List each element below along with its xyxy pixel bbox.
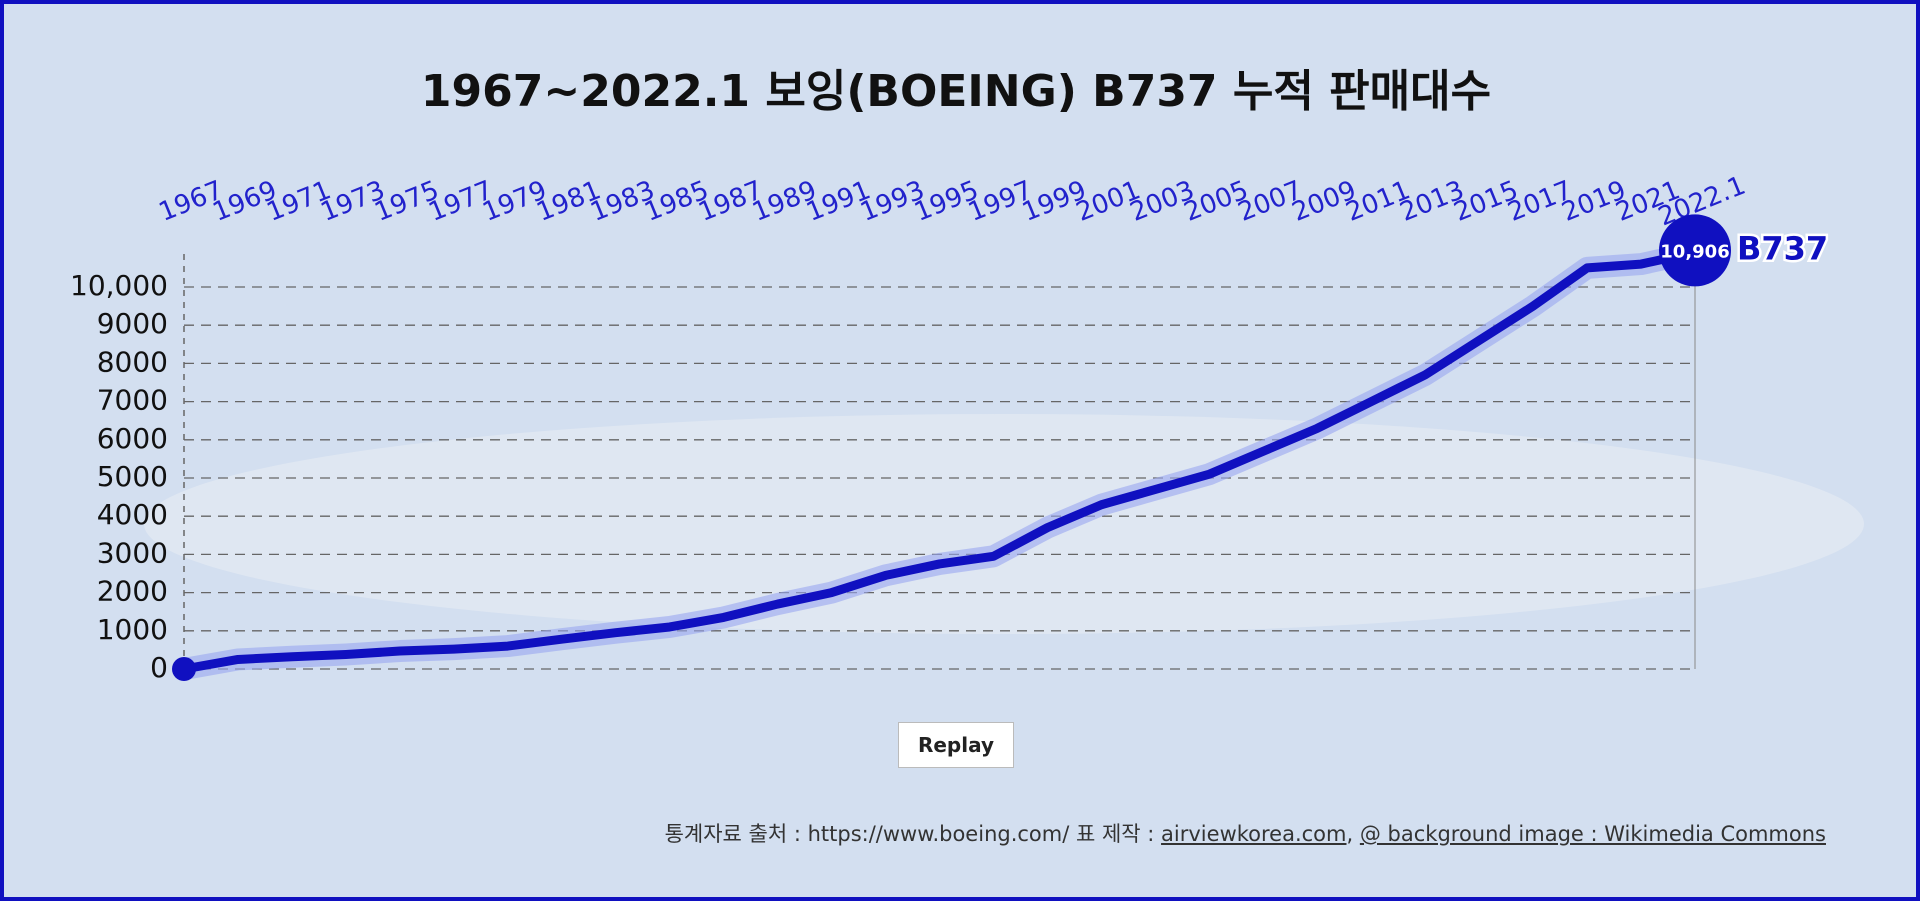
footer-text: 통계자료 출처 : https://www.boeing.com/ 표 제작 :: [664, 822, 1162, 846]
series-label: B737: [1737, 229, 1828, 267]
replay-button[interactable]: Replay: [898, 722, 1014, 768]
y-tick-label: 9000: [97, 307, 168, 340]
y-tick-label: 10,000: [70, 269, 168, 302]
y-tick-label: 7000: [97, 384, 168, 417]
y-tick-label: 2000: [97, 575, 168, 608]
y-tick-label: 6000: [97, 422, 168, 455]
footer: 통계자료 출처 : https://www.boeing.com/ 표 제작 :…: [665, 818, 1826, 848]
footer-link[interactable]: @ background image : Wikimedia Commons: [1359, 822, 1826, 846]
y-tick-label: 3000: [97, 536, 168, 569]
y-tick-label: 4000: [97, 498, 168, 531]
chart-title: 1967~2022.1 보잉(BOEING) B737 누적 판매대수: [421, 66, 1491, 117]
y-tick-label: 1000: [97, 613, 168, 646]
y-tick-label: 0: [150, 651, 168, 684]
footer-link[interactable]: airviewkorea.com: [1161, 822, 1347, 846]
footer-separator: ,: [1346, 822, 1360, 846]
y-tick-label: 8000: [97, 345, 168, 378]
chart: 1967~2022.1 보잉(BOEING) B737 누적 판매대수 0 100…: [70, 66, 1864, 684]
value-label: 10,906: [1660, 241, 1729, 262]
y-tick-label: 5000: [97, 460, 168, 493]
end-point: [1659, 214, 1731, 287]
start-point: [172, 657, 196, 681]
plane-background: [144, 414, 1864, 634]
line: [179, 247, 1700, 674]
